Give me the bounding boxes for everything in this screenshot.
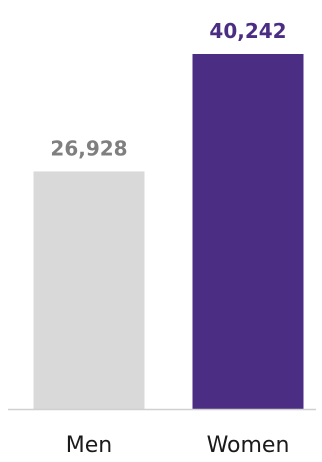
bar-women (192, 54, 304, 409)
data-label-men: 26,928 (50, 136, 127, 160)
category-label-men: Men (66, 433, 112, 458)
bar-men (33, 171, 145, 409)
bars-group (33, 54, 304, 409)
category-labels-group: Men Women (66, 433, 290, 458)
category-label-women: Women (207, 433, 290, 458)
data-label-women: 40,242 (209, 19, 286, 43)
value-labels-group: 26,928 40,242 (50, 19, 286, 160)
